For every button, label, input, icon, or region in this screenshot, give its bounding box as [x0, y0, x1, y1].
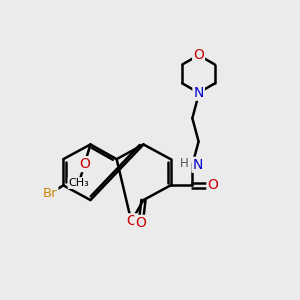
Text: Br: Br: [43, 187, 57, 200]
Text: O: O: [79, 157, 90, 171]
Text: O: O: [207, 178, 218, 192]
Text: O: O: [126, 214, 137, 228]
Text: O: O: [193, 48, 204, 62]
Text: N: N: [194, 86, 204, 100]
Text: O: O: [135, 216, 146, 230]
Text: CH₃: CH₃: [68, 178, 89, 188]
Text: H: H: [180, 157, 188, 170]
Text: N: N: [193, 158, 203, 172]
